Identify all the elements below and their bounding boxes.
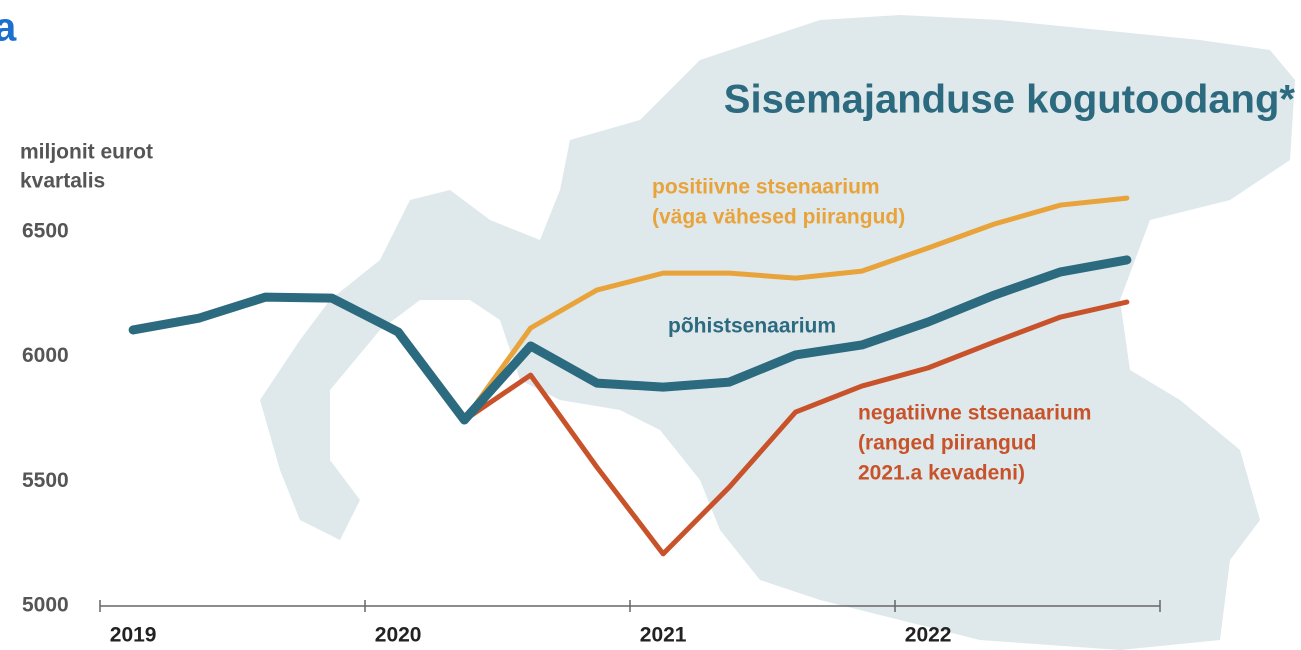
series-line (461, 195, 1130, 423)
series-line (461, 299, 1130, 557)
y-tick-label: 5000 (22, 594, 69, 617)
y-tick-label: 5500 (22, 469, 69, 492)
series-label: negatiivne stsenaarium (858, 402, 1091, 425)
y-axis-label: miljonit eurot (20, 141, 153, 164)
x-tick-label: 2021 (640, 624, 687, 647)
series-label: (väga vähesed piirangud) (652, 206, 905, 229)
series-label: põhistsenaarium (668, 315, 836, 338)
y-tick-label: 6500 (22, 220, 69, 243)
chart-title: Sisemajanduse kogutoodang* (724, 78, 1296, 122)
map-background (260, 15, 1295, 650)
series-label: positiivne stsenaarium (652, 176, 880, 199)
x-tick-label: 2019 (110, 624, 157, 647)
series-line (128, 255, 1132, 425)
series-label: 2021.a kevadeni) (858, 462, 1025, 485)
x-tick-label: 2020 (375, 624, 422, 647)
series-label: (ranged piirangud (858, 432, 1037, 455)
x-tick-label: 2022 (905, 624, 952, 647)
corner-mark: a (0, 6, 17, 50)
y-axis-label: kvartalis (20, 170, 105, 193)
y-tick-label: 6000 (22, 344, 69, 367)
